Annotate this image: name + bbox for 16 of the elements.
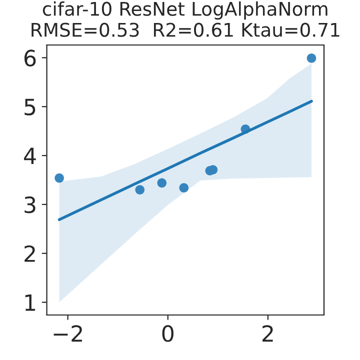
point <box>157 178 167 188</box>
point <box>306 54 316 63</box>
y-tick-label: 6 <box>24 50 36 66</box>
y-tick-label: 2 <box>24 245 35 262</box>
y-tick-label: 3 <box>24 196 36 214</box>
y-tick-label: 1 <box>25 294 36 311</box>
point <box>179 183 189 192</box>
x-tick-label: 2 <box>262 325 273 342</box>
point <box>135 185 145 194</box>
line-series <box>58 100 313 222</box>
y-tick-label: 5 <box>24 98 36 116</box>
y-tick-label: 4 <box>24 148 36 164</box>
x-tick-label: −2 <box>54 325 82 342</box>
chart-title: cifar-10 ResNet LogAlphaNorm RMSE=0.53 R2=0.61 Ktau=0.71 <box>32 1 340 37</box>
x-tick-label: 0 <box>162 325 174 342</box>
point <box>54 173 64 183</box>
